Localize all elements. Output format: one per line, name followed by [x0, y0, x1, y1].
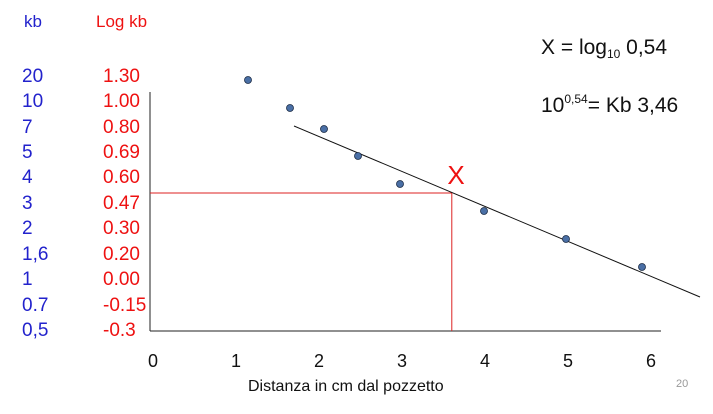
x-tick-label: 2: [314, 351, 324, 371]
formula-log: X = log10 0,54: [541, 36, 667, 61]
logkb-value: 0.30: [103, 218, 140, 239]
logkb-value: 0.20: [103, 244, 140, 265]
logkb-value: 0.69: [103, 142, 140, 163]
formula-log-subscript: 10: [606, 47, 621, 61]
kb-value: 0.7: [22, 295, 49, 316]
formula-power-rest: = Kb 3,46: [587, 94, 679, 117]
kb-value: 1: [22, 269, 33, 290]
logkb-value: 0.47: [103, 193, 140, 214]
formula-power-superscript: 0,54: [564, 92, 588, 106]
x-tick-label: 6: [646, 351, 656, 371]
data-point: [244, 76, 252, 84]
data-point: [480, 207, 488, 215]
kb-value: 4: [22, 167, 33, 188]
logkb-value: 1.00: [103, 91, 140, 112]
data-point: [396, 180, 404, 188]
formula-power: 100,54= Kb 3,46: [541, 92, 678, 118]
data-point: [286, 104, 294, 112]
data-point: [638, 263, 646, 271]
kb-value: 1,6: [22, 244, 49, 265]
fit-line: [293, 125, 701, 298]
logkb-value: -0.3: [103, 320, 136, 341]
logkb-value: 1.30: [103, 66, 140, 87]
kb-value: 7: [22, 117, 33, 138]
kb-value: 20: [22, 66, 44, 87]
data-point: [354, 152, 362, 160]
page-number: 20: [676, 378, 689, 390]
kb-value: 2: [22, 218, 33, 239]
x-tick-label: 4: [480, 351, 490, 371]
formula-power-base: 10: [541, 94, 565, 117]
reading-marker-label: X: [447, 160, 464, 190]
logkb-value: 0.80: [103, 117, 140, 138]
data-point: [562, 235, 570, 243]
x-axis-label: Distanza in cm dal pozzetto: [248, 378, 444, 395]
formula-log-rest: 0,54: [620, 36, 668, 59]
logkb-value: 0.60: [103, 167, 140, 188]
kb-value: 5: [22, 142, 33, 163]
formula-log-base: X = log: [541, 36, 607, 59]
x-tick-label: 3: [397, 351, 407, 371]
x-tick-label: 0: [148, 351, 158, 371]
kb-value: 3: [22, 193, 33, 214]
kb-value: 10: [22, 91, 44, 112]
logkb-value: 0.00: [103, 269, 140, 290]
logkb-column-header: Log kb: [96, 12, 148, 31]
x-tick-label: 5: [563, 351, 573, 371]
x-tick-label: 1: [231, 351, 241, 371]
kb-value: 0,5: [22, 320, 49, 341]
data-point: [320, 125, 328, 133]
kb-column-header: kb: [24, 12, 42, 31]
logkb-value: -0.15: [103, 295, 147, 316]
